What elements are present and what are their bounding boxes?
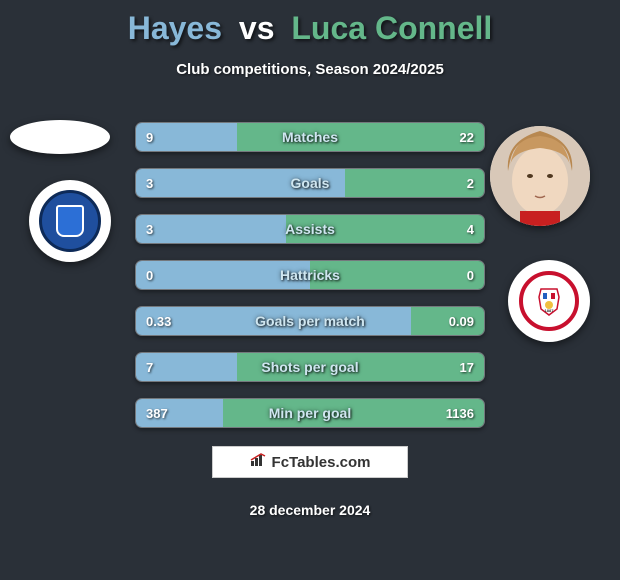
stat-label: Hattricks xyxy=(136,261,484,289)
stat-value-right: 0.09 xyxy=(449,307,474,335)
stat-label: Goals per match xyxy=(136,307,484,335)
stat-value-right: 1136 xyxy=(446,399,474,427)
stat-value-right: 0 xyxy=(467,261,474,289)
stat-value-left: 3 xyxy=(146,169,153,197)
player2-club-crest: 1887 xyxy=(508,260,590,342)
svg-text:1887: 1887 xyxy=(545,308,555,313)
stat-value-left: 3 xyxy=(146,215,153,243)
stat-value-left: 0 xyxy=(146,261,153,289)
date-label: 28 december 2024 xyxy=(0,502,620,518)
stat-value-right: 4 xyxy=(467,215,474,243)
stat-row: Matches9 22 xyxy=(135,122,485,152)
stat-label: Matches xyxy=(136,123,484,151)
stat-value-left: 9 xyxy=(146,123,153,151)
stat-row: Goals per match0.33 0.09 xyxy=(135,306,485,336)
fctables-logo: FcTables.com xyxy=(212,446,408,478)
stat-value-left: 0.33 xyxy=(146,307,171,335)
crest-icon: 1887 xyxy=(519,271,579,331)
comparison-title: Hayes vs Luca Connell xyxy=(0,0,620,47)
logo-text: FcTables.com xyxy=(272,454,371,471)
chart-icon xyxy=(250,453,268,471)
stat-rows: Matches922Goals32Assists34Hattricks00Goa… xyxy=(135,122,485,444)
title-player2: Luca Connell xyxy=(291,10,492,46)
stat-label: Min per goal xyxy=(136,399,484,427)
stat-row: Assists3 4 xyxy=(135,214,485,244)
stat-value-left: 387 xyxy=(146,399,168,427)
subtitle: Club competitions, Season 2024/2025 xyxy=(0,61,620,78)
player2-avatar xyxy=(490,126,590,226)
stat-row: Goals3 2 xyxy=(135,168,485,198)
stat-value-right: 22 xyxy=(460,123,474,151)
stat-row: Min per goal387 1136 xyxy=(135,398,485,428)
title-vs: vs xyxy=(239,10,275,46)
stat-value-right: 17 xyxy=(460,353,474,381)
stat-label: Goals xyxy=(136,169,484,197)
stat-row: Shots per goal7 17 xyxy=(135,352,485,382)
stat-label: Assists xyxy=(136,215,484,243)
stat-value-left: 7 xyxy=(146,353,153,381)
stat-value-right: 2 xyxy=(467,169,474,197)
crest-icon xyxy=(39,190,101,252)
player1-club-crest xyxy=(29,180,111,262)
stat-row: Hattricks0 0 xyxy=(135,260,485,290)
stat-label: Shots per goal xyxy=(136,353,484,381)
player1-avatar xyxy=(10,120,110,154)
title-player1: Hayes xyxy=(128,10,222,46)
